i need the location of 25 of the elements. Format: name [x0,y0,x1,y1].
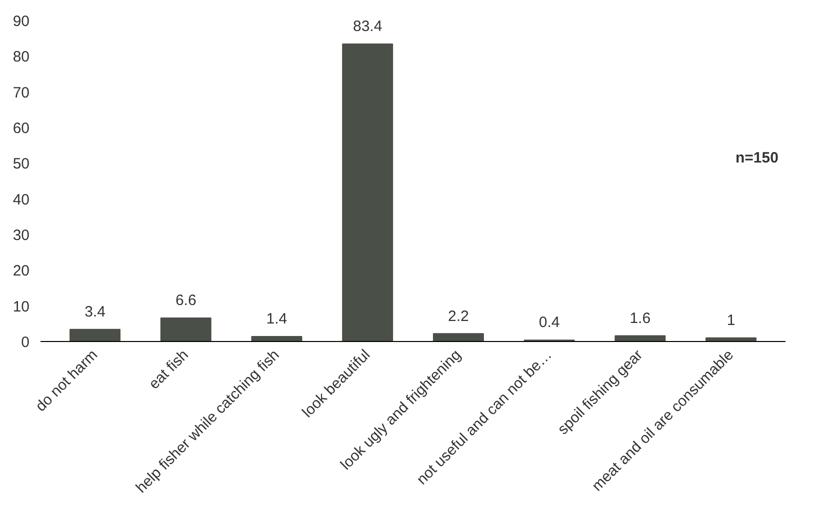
y-tick-label: 20 [12,262,30,280]
y-tick-label: 80 [12,48,30,66]
y-tick-label: 50 [12,156,30,173]
y-tick-label: 60 [12,120,30,137]
data-label: 0.4 [538,314,560,332]
y-tick-label: 30 [12,227,30,244]
bar [160,317,212,342]
data-label: 3.4 [84,304,106,321]
x-tick-label: eat fish [146,346,192,393]
data-label: 83.4 [352,18,382,36]
annotation: n=150 [736,150,778,166]
y-tick-label: 90 [12,13,30,30]
data-label: 1.6 [630,310,651,327]
data-label: 1.4 [266,310,288,328]
y-tick-label: 70 [12,84,30,102]
y-tick-label: 10 [12,298,30,316]
bar [342,44,394,342]
data-label: 2.2 [448,308,469,325]
bar [251,336,302,342]
bar [432,333,484,342]
bar [70,328,120,342]
data-label: 1 [726,312,736,330]
y-tick-label: 0 [21,334,30,351]
y-tick-label: 40 [12,191,30,208]
data-label: 6.6 [175,292,196,310]
